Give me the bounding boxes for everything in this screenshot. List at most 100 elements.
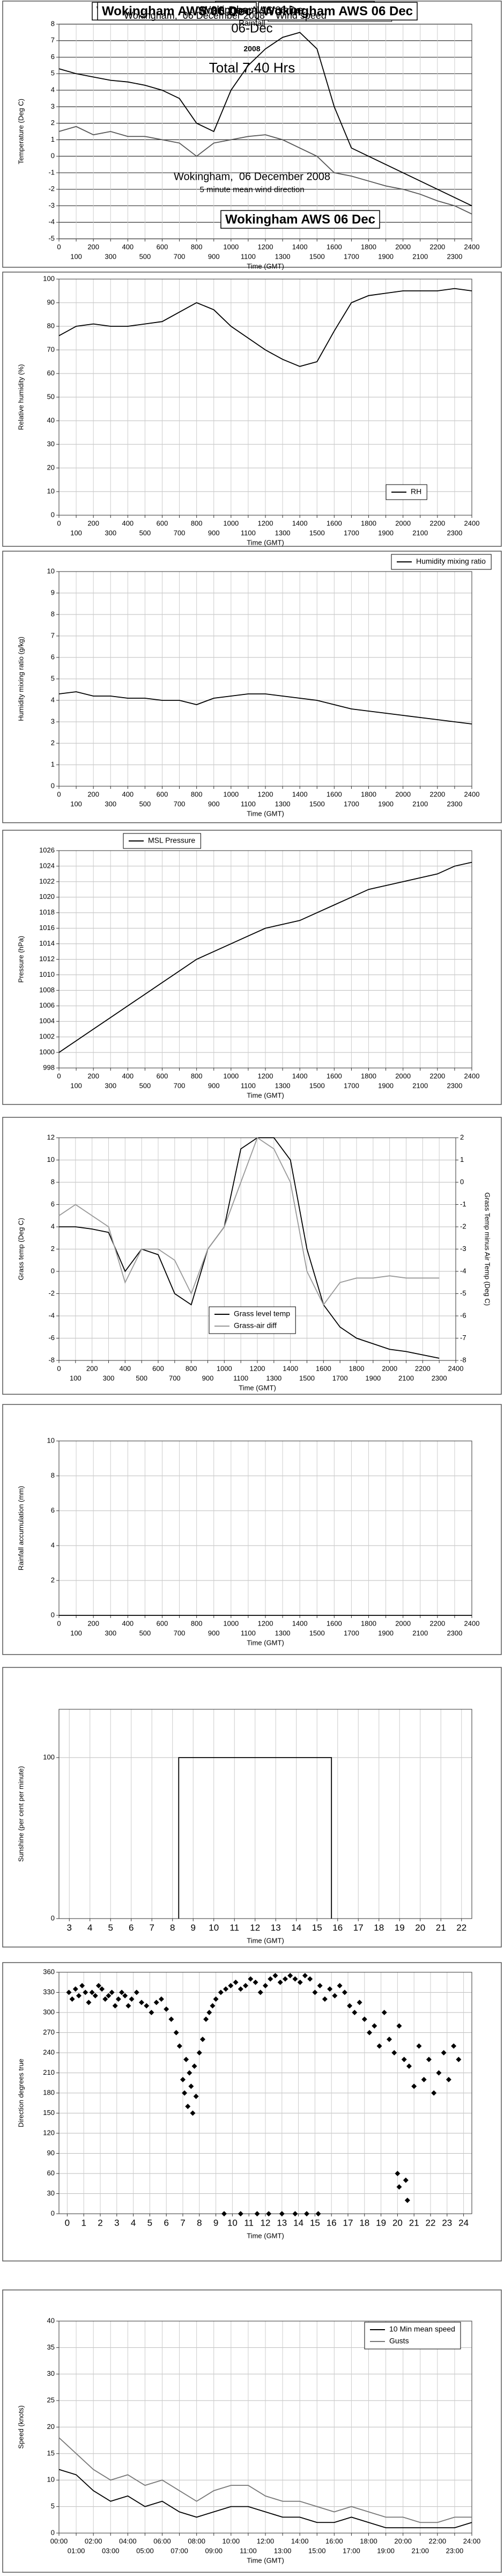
x-tick-label: 06:00 — [153, 2537, 171, 2545]
x-tick-label: 2200 — [429, 243, 445, 251]
y-tick-label: 8 — [51, 610, 55, 618]
scatter-point — [403, 2177, 409, 2183]
x-tick-label: 300 — [105, 1629, 116, 1637]
x-tick-label: 2100 — [398, 1374, 414, 1382]
x-tick-label: 600 — [157, 1072, 168, 1080]
scatter-point — [99, 1986, 105, 1992]
x-tick-label: 00:00 — [50, 2537, 68, 2545]
x-tick-label: 2100 — [412, 800, 428, 808]
x-tick-label: 15 — [310, 2218, 320, 2228]
scatter-point — [188, 2083, 194, 2089]
x-axis-title: Time (GMT) — [239, 1384, 276, 1392]
scatter-point — [69, 1996, 75, 2002]
x-axis-title: Time (GMT) — [247, 2556, 284, 2564]
x-tick-label: 0 — [57, 519, 61, 527]
y-tick-label: 0 — [51, 510, 55, 518]
y-axis-title: Rainfall accumulation (mm) — [17, 1486, 25, 1571]
y-tick-label: -1 — [48, 168, 55, 176]
plot-frame — [58, 2321, 472, 2534]
panel — [2, 551, 502, 823]
scatter-point — [187, 2070, 192, 2076]
legend-label: RH — [411, 487, 421, 496]
x-tick-label: 2400 — [464, 1619, 480, 1627]
y-tick-label: -3 — [48, 201, 55, 209]
x-tick-label: 1700 — [332, 1374, 348, 1382]
series-line — [58, 861, 472, 1053]
x-tick-label: 2 — [98, 2218, 102, 2228]
scatter-point — [304, 2211, 309, 2216]
scatter-point — [102, 1996, 108, 2002]
scatter-point — [451, 2043, 457, 2049]
y2-tick-label: -3 — [460, 1245, 466, 1253]
y-tick-label: 1010 — [39, 970, 55, 978]
scatter-point — [406, 2063, 412, 2069]
y-tick-label: 6 — [51, 53, 55, 61]
y-tick-label: 50 — [47, 392, 55, 400]
x-tick-label: 900 — [208, 252, 220, 260]
scatter-point — [223, 1986, 229, 1992]
x-tick-label: 1100 — [241, 1629, 256, 1637]
y-tick-label: 40 — [47, 2316, 55, 2324]
x-tick-label: 2100 — [412, 252, 428, 260]
y-tick-label: 90 — [47, 2149, 55, 2157]
x-tick-label: 1000 — [223, 1619, 239, 1627]
y-tick-label: 4 — [51, 696, 55, 704]
y-tick-label: 20 — [47, 2423, 55, 2431]
x-tick-label: 200 — [87, 1072, 99, 1080]
scatter-point — [396, 2023, 402, 2029]
x-tick-label: 400 — [122, 519, 134, 527]
scatter-point — [456, 2057, 462, 2062]
x-tick-label: 21 — [409, 2218, 419, 2228]
scatter-point — [421, 2077, 427, 2082]
x-tick-label: 1300 — [266, 1374, 281, 1382]
x-tick-label: 2100 — [412, 1081, 428, 1089]
y-tick-label: 8 — [51, 19, 55, 27]
scatter-point — [79, 1983, 85, 1988]
x-tick-label: 100 — [70, 252, 82, 260]
scatter-point — [218, 1989, 224, 1995]
x-tick-label: 3 — [67, 1922, 72, 1933]
x-tick-label: 8 — [170, 1922, 175, 1933]
x-tick-label: 900 — [202, 1374, 214, 1382]
x-tick-label: 16 — [332, 1922, 343, 1933]
x-tick-label: 2300 — [447, 1629, 462, 1637]
scatter-point — [282, 1976, 288, 1982]
annotation: Total 7.40 Hrs — [209, 60, 295, 76]
x-tick-label: 1400 — [292, 1072, 308, 1080]
annotation: 2008 — [243, 45, 260, 53]
y-tick-label: 12 — [47, 1133, 55, 1141]
scatter-point — [431, 2090, 437, 2096]
y2-axis-title: Grass Temp minus Air Temp (Deg C) — [484, 1192, 492, 1306]
x-tick-label: 11 — [229, 1922, 239, 1933]
chart-title: Wokingham AWS 06 Dec — [225, 212, 375, 226]
x-tick-label: 300 — [105, 1081, 116, 1089]
series-line — [178, 1757, 332, 1919]
x-tick-label: 700 — [174, 529, 186, 537]
scatter-point — [347, 2003, 353, 2009]
chart-subtitle: 06-Dec — [231, 21, 272, 35]
x-tick-label: 700 — [169, 1374, 181, 1382]
y-tick-label: 2 — [51, 1576, 55, 1584]
x-tick-label: 1200 — [258, 790, 273, 798]
x-tick-label: 11 — [244, 2218, 254, 2228]
x-tick-label: 23 — [442, 2218, 452, 2228]
scatter-point — [158, 1996, 164, 2002]
x-tick-label: 800 — [191, 1619, 203, 1627]
y2-tick-label: -7 — [460, 1334, 466, 1342]
scatter-point — [337, 1983, 343, 1988]
chart-title: Wokingham sunshine — [201, 4, 303, 16]
x-tick-label: 6 — [164, 2218, 168, 2228]
x-tick-label: 600 — [157, 519, 168, 527]
x-tick-label: 200 — [87, 1619, 99, 1627]
y2-tick-label: -1 — [460, 1200, 466, 1208]
x-tick-label: 2000 — [395, 243, 411, 251]
x-axis-title: Time (GMT) — [247, 1091, 284, 1099]
scatter-point — [199, 2037, 205, 2042]
x-tick-label: 2200 — [429, 519, 445, 527]
scatter-point — [254, 2211, 260, 2216]
y-tick-label: 1014 — [39, 939, 55, 947]
legend-box — [123, 833, 201, 849]
y-axis-title: Pressure (hPa) — [17, 936, 25, 983]
x-tick-label: 1200 — [250, 1364, 265, 1372]
plot-frame — [58, 850, 472, 1069]
